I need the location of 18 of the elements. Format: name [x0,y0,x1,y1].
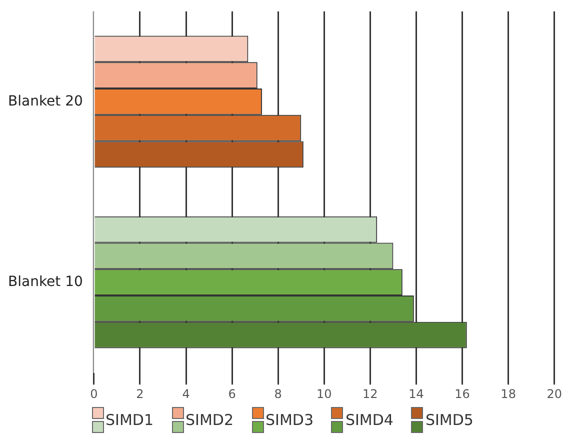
x-tick-label: 14 [408,386,424,401]
x-tick-label: 20 [546,386,562,401]
x-tick-label: 10 [316,386,332,401]
y-tick-label: Blanket 20 [8,93,83,110]
x-tick-label: 2 [136,386,144,401]
legend-label: SIMD5 [425,411,474,429]
x-tick-label: 4 [182,386,190,401]
legend-label: SIMD3 [266,411,314,429]
y-tick-label: Blanket 10 [8,274,83,290]
x-tick-label: 6 [228,386,236,401]
legend-label: SIMD2 [186,411,234,429]
x-tick-label: 8 [274,386,282,401]
legend-label: SIMD1 [106,411,154,429]
x-tick-label: 12 [362,386,378,401]
x-tick-label: 0 [90,386,98,401]
legend-label: SIMD4 [345,411,394,429]
x-tick-label: 18 [500,386,516,401]
x-tick-label: 16 [454,386,470,401]
